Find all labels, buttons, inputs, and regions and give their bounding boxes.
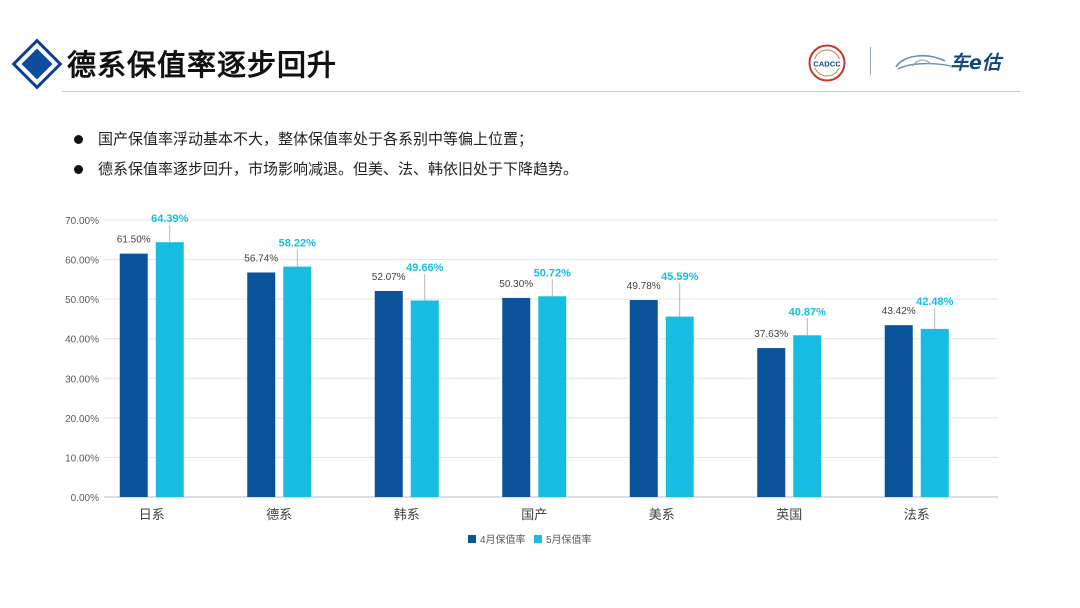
bar-april [629,300,658,497]
x-category-label: 美系 [649,507,675,522]
bar-may [920,328,949,497]
y-tick-label: 50.00% [65,295,99,306]
diamond-icon [11,38,63,90]
bullet-text: 国产保值率浮动基本不大，整体保值率处于各系别中等偏上位置； [98,130,534,148]
bullet-icon [74,135,83,144]
header-divider [62,91,1020,92]
y-tick-label: 30.00% [65,374,99,385]
logo-divider [870,47,871,75]
data-label-may: 50.72% [534,267,572,279]
y-tick-label: 70.00% [65,216,99,227]
x-category-label: 德系 [266,507,292,522]
data-label-may: 40.87% [789,306,827,318]
data-label-may: 64.39% [151,213,189,225]
data-label-may: 49.66% [406,262,444,274]
data-label-april: 43.42% [882,306,916,317]
diamond-inner [21,48,53,80]
cadcc-logo-text: CADCC [813,60,841,69]
bar-may [538,296,567,497]
legend-swatch-may [534,535,542,543]
bar-may [283,266,312,497]
header: 德系保值率逐步回升 CADCC 车e估 [0,0,1080,95]
y-tick-label: 60.00% [65,256,99,267]
x-category-label: 英国 [776,507,802,522]
legend-swatch-april [468,535,476,543]
cadcc-logo: CADCC [808,44,846,82]
data-label-may: 58.22% [279,238,317,250]
y-tick-label: 20.00% [65,414,99,425]
x-category-label: 韩系 [394,507,420,522]
bar-may [793,335,822,497]
y-tick-label: 40.00% [65,335,99,346]
legend-label-april: 4月保值率 [480,533,526,546]
data-label-may: 42.48% [916,296,954,308]
bar-april [374,290,403,497]
bullet-text: 德系保值率逐步回升，市场影响减退。但美、法、韩依旧处于下降趋势。 [98,160,579,178]
bar-chart: 0.00% 10.00% 20.00% 30.00% 40.00% 50.00% 60.00… [65,213,998,546]
bar-april [247,272,276,497]
bar-april [502,297,531,497]
bar-april [757,348,786,497]
y-tick-label: 10.00% [65,453,99,464]
bar-april [119,253,148,497]
car-logo-icon [895,54,952,70]
brand-name: 车e估 [950,52,1001,74]
page-title: 德系保值率逐步回升 [67,48,338,82]
data-label-april: 49.78% [627,281,661,292]
data-label-april: 56.74% [244,253,278,264]
data-label-may: 45.59% [661,271,699,283]
x-category-label: 法系 [904,507,930,522]
y-tick-label: 0.00% [71,493,99,504]
bar-may [665,316,694,497]
bar-may [155,242,184,497]
data-label-april: 52.07% [372,272,406,283]
x-category-label: 国产 [521,507,547,522]
legend-label-may: 5月保值率 [546,533,592,546]
bullet-icon [74,165,83,174]
data-label-april: 37.63% [754,329,788,340]
bar-april [884,325,913,497]
x-category-label: 日系 [139,507,165,522]
data-label-april: 50.30% [499,279,533,290]
bar-may [410,300,439,497]
data-label-april: 61.50% [117,235,151,246]
